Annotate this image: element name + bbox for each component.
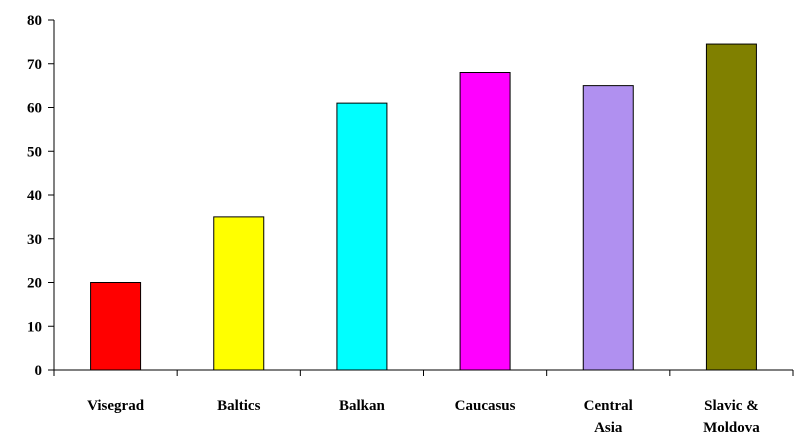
y-tick-label: 60 [27, 101, 42, 117]
y-axis: 0 10 20 30 40 50 60 70 80 [27, 13, 55, 379]
x-axis [53, 369, 794, 376]
y-tick-label: 10 [27, 319, 42, 335]
bar-4 [582, 85, 634, 371]
category-label-line: Caucasus [455, 398, 516, 414]
category-label-line: Central [584, 398, 633, 414]
category-label-line: Balkan [339, 398, 386, 414]
y-tick-label: 80 [27, 13, 42, 29]
bar-5 [705, 43, 757, 371]
y-tick-label: 50 [27, 144, 42, 160]
category-labels: Visegrad Baltics Balkan Caucasus Central Asia… [87, 398, 760, 436]
bar-3 [459, 72, 511, 371]
category-label-line: Asia [594, 420, 623, 436]
category-label: Visegrad [87, 398, 145, 414]
category-label: Baltics [217, 398, 260, 414]
category-label: Slavic & Moldova [703, 398, 760, 436]
bar-1 [213, 216, 265, 371]
bar-2 [336, 102, 388, 371]
category-label-line: Visegrad [87, 398, 145, 414]
category-label-line: Slavic & [704, 398, 759, 414]
category-label-line: Baltics [217, 398, 260, 414]
bar-0 [90, 282, 142, 371]
bars [90, 43, 757, 371]
y-tick-label: 20 [27, 276, 42, 292]
y-tick-label: 40 [27, 188, 42, 204]
y-tick-label: 30 [27, 232, 42, 248]
category-label: Balkan [339, 398, 386, 414]
category-label: Caucasus [455, 398, 516, 414]
category-label: Central Asia [584, 398, 633, 436]
y-tick-label: 0 [35, 363, 43, 379]
y-tick-label: 70 [27, 57, 42, 73]
category-label-line: Moldova [703, 420, 760, 436]
